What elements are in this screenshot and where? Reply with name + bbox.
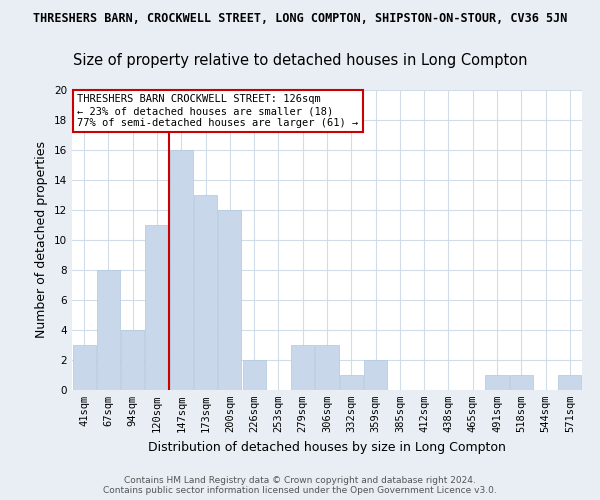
Y-axis label: Number of detached properties: Number of detached properties	[35, 142, 49, 338]
Bar	[485, 375, 509, 390]
Bar	[170, 150, 193, 390]
X-axis label: Distribution of detached houses by size in Long Compton: Distribution of detached houses by size …	[148, 440, 506, 454]
Bar	[316, 345, 338, 390]
Text: Contains HM Land Registry data © Crown copyright and database right 2024.
Contai: Contains HM Land Registry data © Crown c…	[103, 476, 497, 495]
Bar	[218, 210, 241, 390]
Text: Size of property relative to detached houses in Long Compton: Size of property relative to detached ho…	[73, 52, 527, 68]
Text: THRESHERS BARN CROCKWELL STREET: 126sqm
← 23% of detached houses are smaller (18: THRESHERS BARN CROCKWELL STREET: 126sqm …	[77, 94, 358, 128]
Bar	[73, 345, 95, 390]
Bar	[291, 345, 314, 390]
Bar	[559, 375, 581, 390]
Bar	[145, 225, 169, 390]
Bar	[121, 330, 144, 390]
Bar	[242, 360, 266, 390]
Bar	[364, 360, 387, 390]
Text: THRESHERS BARN, CROCKWELL STREET, LONG COMPTON, SHIPSTON-ON-STOUR, CV36 5JN: THRESHERS BARN, CROCKWELL STREET, LONG C…	[33, 12, 567, 26]
Bar	[340, 375, 363, 390]
Bar	[97, 270, 120, 390]
Bar	[194, 195, 217, 390]
Bar	[510, 375, 533, 390]
